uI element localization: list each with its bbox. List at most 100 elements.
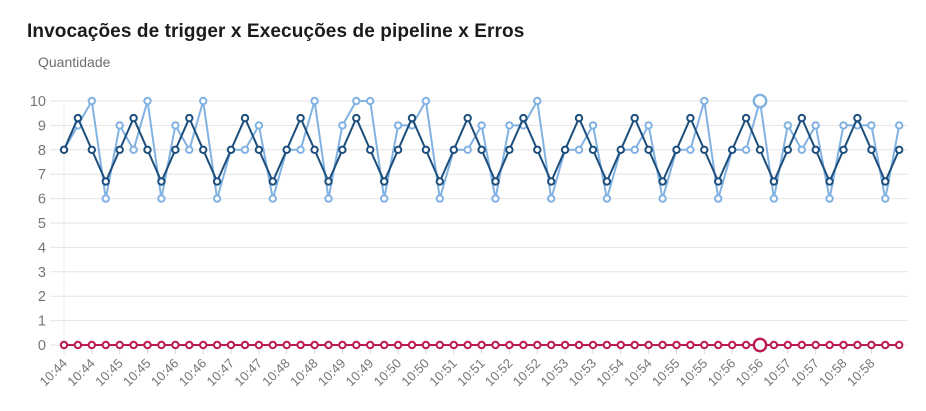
data-point-errors[interactable] [630,340,639,350]
data-point-trigger[interactable] [212,194,222,203]
data-point-pipeline[interactable] [839,145,848,155]
data-point-trigger[interactable] [700,96,709,106]
data-point-trigger[interactable] [310,96,319,106]
data-point-errors[interactable] [825,340,834,350]
data-point-pipeline[interactable] [630,113,639,123]
data-point-errors[interactable] [157,340,166,350]
data-point-errors[interactable] [700,340,709,350]
data-point-errors[interactable] [616,340,625,350]
data-point-pipeline[interactable] [101,177,111,186]
data-point-pipeline[interactable] [338,145,347,155]
data-point-pipeline[interactable] [477,145,486,155]
data-point-errors[interactable] [254,340,264,350]
data-point-trigger[interactable] [421,96,431,106]
data-point-trigger[interactable] [644,121,653,130]
data-point-trigger[interactable] [686,145,695,155]
data-point-errors[interactable] [672,340,681,350]
data-point-errors[interactable] [752,337,768,353]
data-point-trigger[interactable] [463,145,472,155]
data-point-pipeline[interactable] [407,113,417,123]
data-point-errors[interactable] [519,340,528,350]
data-point-trigger[interactable] [380,194,389,203]
data-point-errors[interactable] [185,340,194,350]
data-point-pipeline[interactable] [115,145,124,155]
data-point-trigger[interactable] [477,121,486,130]
data-point-pipeline[interactable] [783,145,792,155]
data-point-errors[interactable] [588,340,598,350]
data-point-trigger[interactable] [129,145,138,155]
data-point-errors[interactable] [658,340,667,350]
data-point-errors[interactable] [463,340,472,350]
data-point-trigger[interactable] [435,194,444,203]
data-point-pipeline[interactable] [853,113,862,123]
data-point-errors[interactable] [324,340,333,350]
data-point-trigger[interactable] [752,93,768,109]
data-point-trigger[interactable] [115,121,124,130]
data-point-pipeline[interactable] [881,177,890,186]
data-point-errors[interactable] [199,340,208,350]
data-point-pipeline[interactable] [282,145,291,155]
data-point-trigger[interactable] [87,96,97,106]
data-point-pipeline[interactable] [560,145,570,155]
data-point-trigger[interactable] [839,121,848,130]
data-point-trigger[interactable] [630,145,639,155]
data-point-pipeline[interactable] [268,177,277,186]
data-point-trigger[interactable] [254,121,264,130]
data-point-trigger[interactable] [741,145,751,155]
data-point-trigger[interactable] [895,121,904,130]
data-point-pipeline[interactable] [296,113,305,123]
data-point-errors[interactable] [839,340,848,350]
data-point-pipeline[interactable] [366,145,375,155]
data-point-trigger[interactable] [185,145,194,155]
data-point-errors[interactable] [602,340,612,350]
data-point-errors[interactable] [477,340,486,350]
data-point-errors[interactable] [268,340,277,350]
data-point-pipeline[interactable] [73,113,83,123]
data-point-pipeline[interactable] [324,177,333,186]
data-point-pipeline[interactable] [867,145,876,155]
data-point-trigger[interactable] [101,194,111,203]
data-point-errors[interactable] [853,340,862,350]
data-point-errors[interactable] [101,340,111,350]
data-point-trigger[interactable] [199,96,208,106]
data-point-trigger[interactable] [602,194,612,203]
data-point-trigger[interactable] [366,96,375,106]
data-point-errors[interactable] [87,340,97,350]
data-point-errors[interactable] [895,340,904,350]
data-point-pipeline[interactable] [129,113,138,123]
data-point-pipeline[interactable] [769,177,779,186]
data-point-pipeline[interactable] [226,145,236,155]
data-point-pipeline[interactable] [644,145,653,155]
data-point-pipeline[interactable] [240,113,250,123]
data-point-trigger[interactable] [533,96,542,106]
data-point-pipeline[interactable] [714,177,723,186]
data-point-pipeline[interactable] [157,177,166,186]
data-point-errors[interactable] [533,340,542,350]
data-point-pipeline[interactable] [310,145,319,155]
data-point-errors[interactable] [310,340,319,350]
data-point-pipeline[interactable] [755,145,765,155]
data-point-trigger[interactable] [352,96,361,106]
data-point-errors[interactable] [282,340,291,350]
data-point-trigger[interactable] [171,121,180,130]
data-point-errors[interactable] [421,340,431,350]
data-point-trigger[interactable] [588,121,598,130]
data-point-errors[interactable] [407,340,417,350]
data-point-pipeline[interactable] [380,177,389,186]
data-point-pipeline[interactable] [254,145,264,155]
data-point-errors[interactable] [212,340,222,350]
data-point-pipeline[interactable] [519,113,528,123]
data-point-errors[interactable] [783,340,792,350]
data-point-errors[interactable] [811,340,820,350]
data-point-trigger[interactable] [393,121,403,130]
data-point-pipeline[interactable] [547,177,556,186]
data-point-pipeline[interactable] [171,145,180,155]
data-point-errors[interactable] [449,340,458,350]
data-point-trigger[interactable] [783,121,792,130]
data-point-trigger[interactable] [505,121,514,130]
data-point-trigger[interactable] [769,194,779,203]
data-point-pipeline[interactable] [505,145,514,155]
data-point-pipeline[interactable] [672,145,681,155]
data-point-trigger[interactable] [240,145,250,155]
data-point-trigger[interactable] [491,194,500,203]
